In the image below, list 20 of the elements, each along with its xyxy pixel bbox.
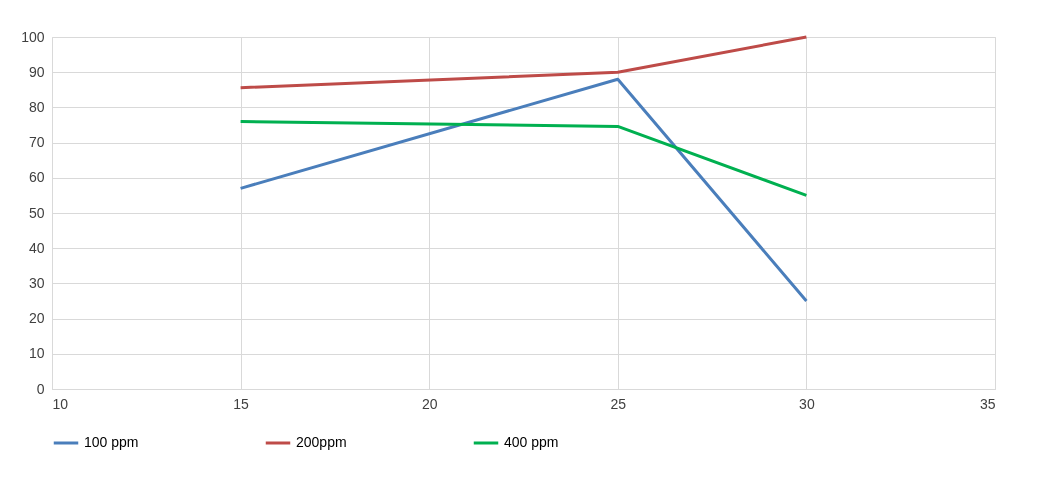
- legend-label: 200ppm: [296, 434, 347, 450]
- y-tick-label: 20: [28, 310, 45, 327]
- y-tick-label: 0: [36, 380, 45, 397]
- legend-label: 100 ppm: [84, 434, 139, 450]
- y-tick-label: 100: [21, 28, 45, 45]
- y-tick-label: 80: [28, 98, 45, 115]
- x-tick-label: 35: [979, 395, 996, 412]
- y-tick-label: 60: [28, 169, 45, 186]
- x-tick-label: 20: [421, 395, 438, 412]
- legend-label: 400 ppm: [504, 434, 559, 450]
- x-tick-label: 10: [52, 395, 69, 412]
- y-tick-label: 10: [28, 345, 45, 362]
- x-tick-label: 30: [799, 395, 815, 412]
- y-tick-label: 90: [28, 63, 45, 80]
- x-tick-label: 25: [610, 395, 627, 412]
- y-tick-label: 30: [28, 274, 45, 291]
- x-tick-label: 15: [233, 395, 250, 412]
- y-tick-label: 50: [28, 204, 45, 221]
- y-tick-label: 40: [28, 239, 45, 256]
- y-tick-label: 70: [28, 134, 45, 151]
